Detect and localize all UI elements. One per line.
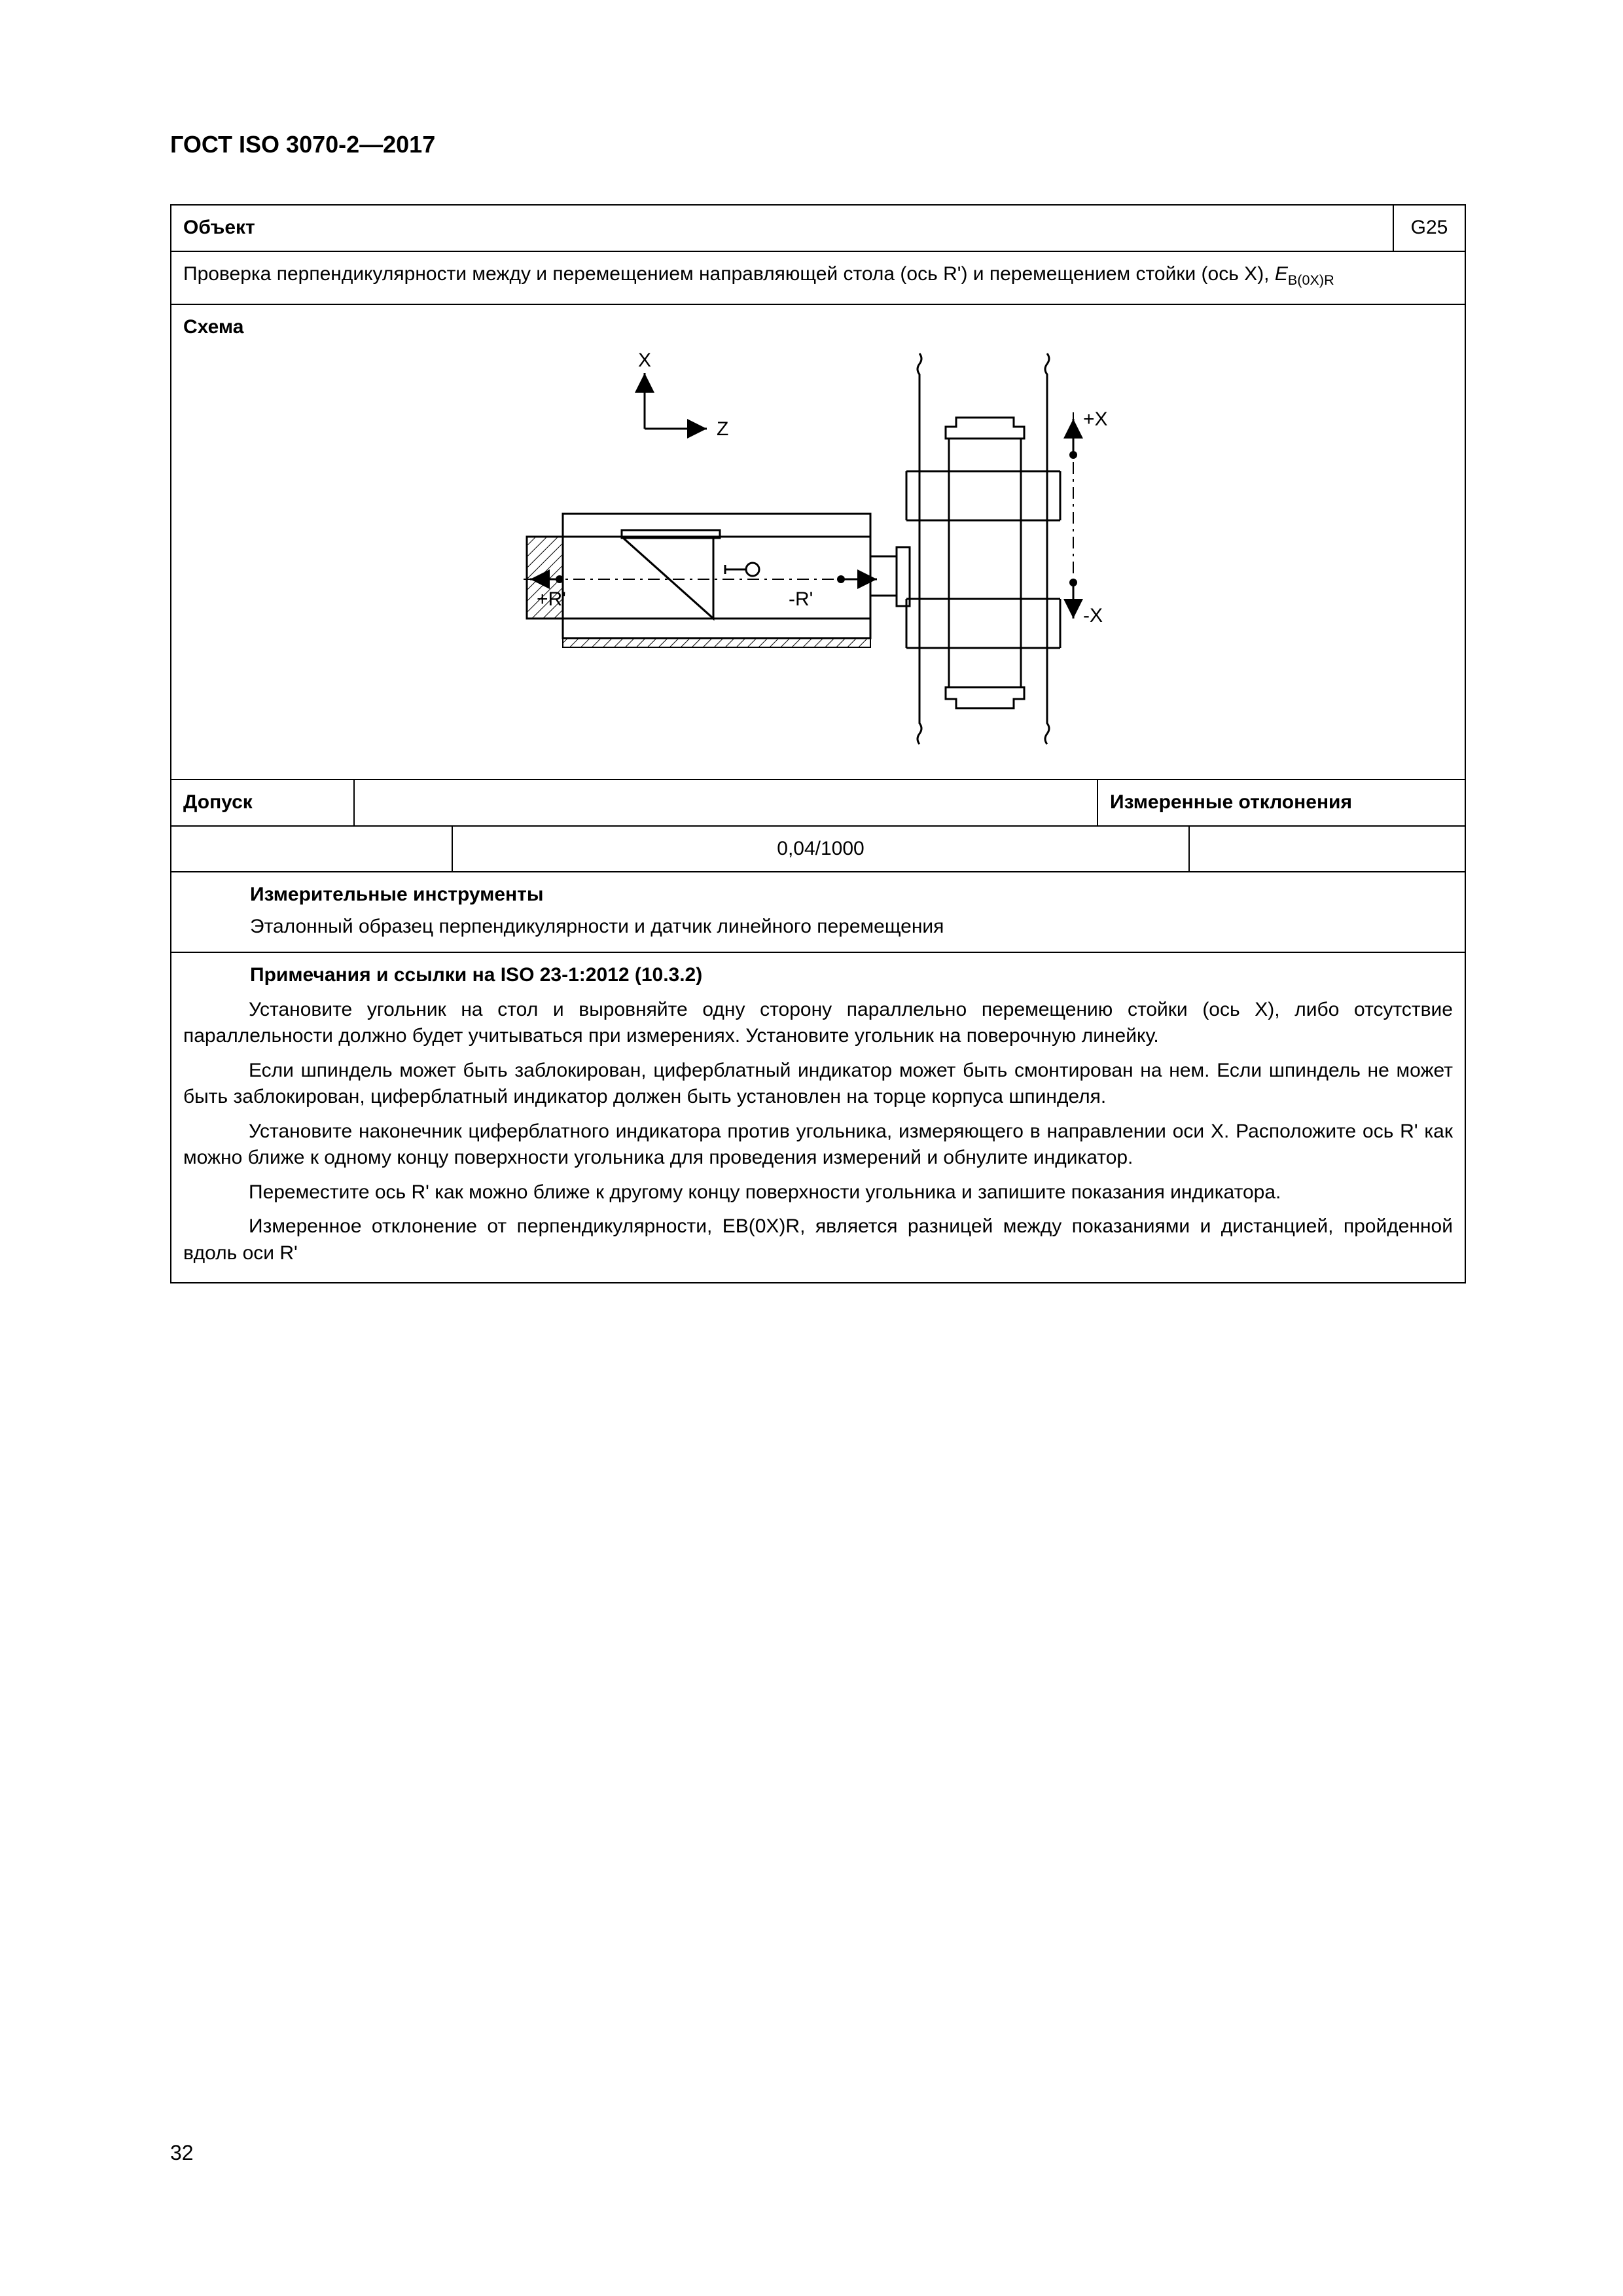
deviations-label: Измеренные отклонения <box>1098 780 1465 825</box>
plus-x-label: +X <box>1083 408 1108 430</box>
schema-diagram: X Z <box>425 347 1211 766</box>
tolerance-label: Допуск <box>171 780 355 825</box>
note-p3: Установите наконечник циферблатного инди… <box>171 1111 1465 1172</box>
tolerance-spacer <box>355 780 1098 825</box>
axis-z-label: Z <box>717 418 728 440</box>
instruments-text: Эталонный образец перпендикулярности и д… <box>171 908 1465 954</box>
ground-hatch <box>563 638 870 647</box>
tolerance-empty-left <box>171 827 453 872</box>
note-p4: Переместите ось R' как можно ближе к дру… <box>171 1172 1465 1206</box>
object-label: Объект <box>171 206 1393 251</box>
tolerance-empty-right <box>1190 827 1465 872</box>
schema-container: X Z <box>171 340 1465 780</box>
x-axis-column: +X -X <box>1069 408 1108 626</box>
note-p5: Измеренное отклонение от перпендикулярно… <box>171 1206 1465 1282</box>
object-desc-text: Проверка перпендикулярности между и пере… <box>183 263 1275 285</box>
tolerance-header-row: Допуск Измеренные отклонения <box>171 780 1465 827</box>
notes-title: Примечания и ссылки на ISO 23-1:2012 (10… <box>171 953 1465 989</box>
object-row: Объект G25 <box>171 206 1465 252</box>
note-p1: Установите угольник на стол и выровняйте… <box>171 989 1465 1050</box>
plus-r-label: +R' <box>537 588 566 610</box>
minus-x-label: -X <box>1083 605 1103 626</box>
column-assembly <box>906 353 1060 744</box>
object-code: G25 <box>1393 206 1465 251</box>
axes-icon: X Z <box>638 350 728 440</box>
table-assembly <box>527 514 910 638</box>
note-p2: Если шпиндель может быть заблокирован, ц… <box>171 1050 1465 1111</box>
axis-x-label: X <box>638 350 651 371</box>
specification-table: Объект G25 Проверка перпендикулярности м… <box>170 204 1466 1283</box>
instruments-title: Измерительные инструменты <box>171 872 1465 908</box>
schema-label: Схема <box>171 305 1465 341</box>
page-number: 32 <box>170 2141 194 2165</box>
tolerance-value-row: 0,04/1000 <box>171 827 1465 873</box>
minus-r-label: -R' <box>789 588 813 610</box>
page-container: ГОСТ ISO 3070-2—2017 Объект G25 Проверка… <box>0 0 1623 2296</box>
object-symbol-sub: B(0X)R <box>1288 272 1334 288</box>
object-symbol-E: E <box>1275 263 1288 285</box>
tolerance-value: 0,04/1000 <box>453 827 1190 872</box>
document-header: ГОСТ ISO 3070-2—2017 <box>170 131 1466 158</box>
object-description: Проверка перпендикулярности между и пере… <box>171 252 1465 305</box>
